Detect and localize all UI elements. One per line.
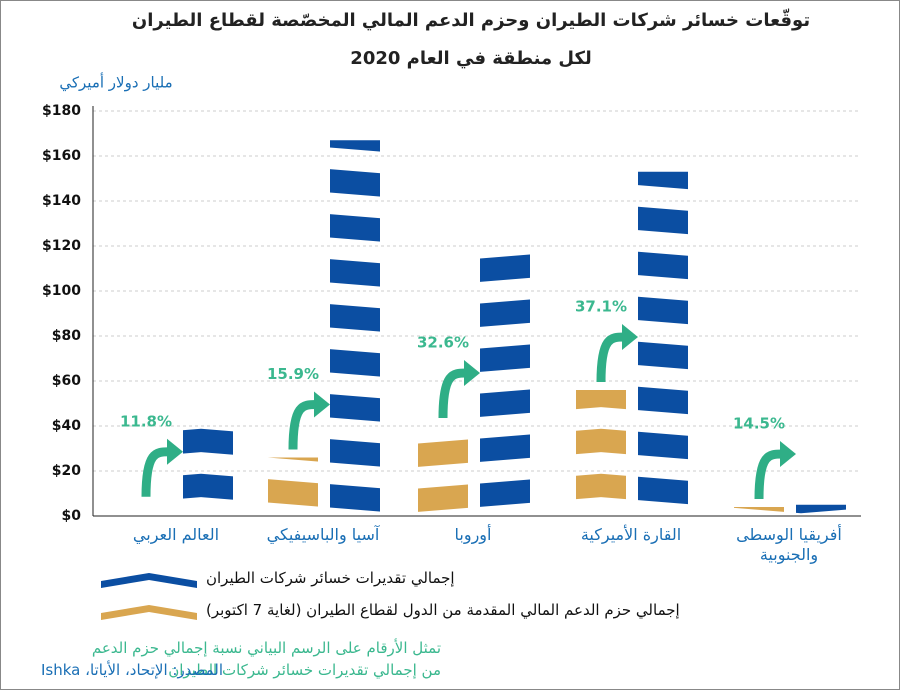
y-tick-label: $60	[52, 373, 81, 389]
bar	[268, 457, 318, 516]
ratio-arrow-head	[464, 360, 480, 386]
y-tick-label: $180	[42, 103, 81, 119]
ratio-arrow	[596, 332, 625, 383]
chart-title: لكل منطقة في العام 2020	[350, 48, 591, 69]
bar	[183, 419, 233, 516]
bar	[796, 504, 846, 516]
ratio-arrow	[141, 447, 170, 497]
legend-swatch	[101, 605, 197, 620]
y-tick-label: $20	[52, 463, 81, 479]
source: المصدر: الإتحاد، الأياتا، Ishka	[41, 661, 223, 679]
bar	[576, 390, 626, 516]
legend-label: إجمالي تقديرات خسائر شركات الطيران	[206, 569, 455, 587]
ratio-arrow-head	[167, 438, 183, 465]
note: تمثل الأرقام على الرسم البياني نسبة إجما…	[91, 639, 441, 657]
note: من إجمالي تقديرات خسائر شركات الطيران	[168, 661, 441, 679]
bar	[638, 171, 688, 516]
bar	[418, 426, 468, 516]
x-tick-label: القارة الأميركية	[580, 525, 682, 544]
x-tick-label: أوروبا	[454, 525, 492, 544]
ratio-arrow	[754, 449, 783, 500]
y-tick-label: $100	[42, 283, 81, 299]
y-tick-label: $160	[42, 148, 81, 164]
ratio-arrow	[288, 400, 317, 450]
ratio-arrow-head	[622, 324, 638, 350]
ratio-label: 15.9%	[267, 365, 319, 383]
legend-swatch	[101, 573, 197, 588]
y-axis-label: مليار دولار أميركي	[59, 73, 172, 93]
ratio-arrow-head	[314, 391, 330, 418]
bar	[480, 237, 530, 516]
chart-title: توقّعات خسائر شركات الطيران وحزم الدعم ا…	[132, 8, 810, 31]
bar	[734, 507, 784, 516]
bar	[330, 140, 380, 516]
x-tick-label: أفريقيا الوسطى والجنوبية	[736, 525, 842, 564]
y-tick-label: $40	[52, 418, 81, 434]
x-tick-label: العالم العربي	[132, 525, 220, 544]
y-tick-label: $120	[42, 238, 81, 254]
y-tick-label: $140	[42, 193, 81, 209]
y-tick-label: $0	[62, 508, 82, 524]
ratio-label: 11.8%	[120, 412, 172, 430]
y-tick-label: $80	[52, 328, 81, 344]
ratio-label: 37.1%	[575, 298, 627, 316]
ratio-label: 14.5%	[733, 415, 785, 433]
x-tick-label: آسيا والباسيفيكي	[266, 525, 380, 544]
legend-label: إجمالي حزم الدعم المالي المقدمة من الدول…	[206, 601, 680, 619]
ratio-arrow-head	[780, 441, 796, 467]
bar	[121, 504, 171, 516]
ratio-label: 32.6%	[417, 334, 469, 352]
ratio-arrow	[438, 368, 467, 419]
